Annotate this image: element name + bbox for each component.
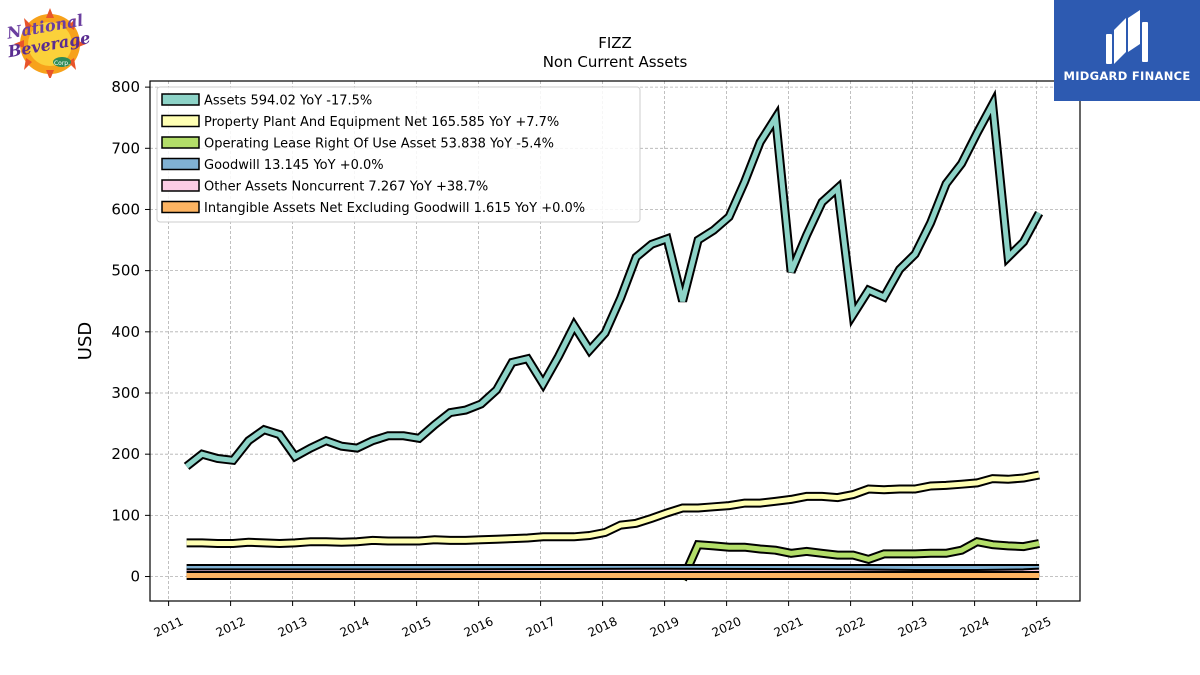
x-tick-label: 2016 xyxy=(462,614,496,640)
national-beverage-logo: National Beverage Corp. xyxy=(4,6,92,80)
legend-entry[interactable]: Other Assets Noncurrent 7.267 YoY +38.7% xyxy=(204,180,488,195)
y-tick-label: 400 xyxy=(111,323,140,341)
assets-line xyxy=(185,95,1042,469)
plot-series xyxy=(183,89,1044,582)
x-tick-label: 2024 xyxy=(958,614,992,640)
legend-entry[interactable]: Operating Lease Right Of Use Asset 53.83… xyxy=(204,137,554,152)
property-plant-and-equipment-net-line xyxy=(186,472,1040,547)
midgard-mark-icon xyxy=(1106,10,1148,64)
legend[interactable]: Assets 594.02 YoY -17.5% Property Plant A… xyxy=(156,86,641,223)
y-tick-label: 700 xyxy=(111,139,140,157)
legend-entry[interactable]: Intangible Assets Net Excluding Goodwill… xyxy=(204,201,585,216)
x-tick-label: 2014 xyxy=(338,614,372,640)
midgard-finance-logo: MIDGARD FINANCE xyxy=(1054,0,1200,101)
chart-subtitle: Non Current Assets xyxy=(543,53,688,71)
legend-swatch xyxy=(161,136,200,149)
y-axis-label: USD xyxy=(75,322,96,360)
y-tick-label: 500 xyxy=(111,262,140,280)
legend-entry[interactable]: Goodwill 13.145 YoY +0.0% xyxy=(204,158,384,173)
x-tick-label: 2025 xyxy=(1020,614,1054,640)
legend-entry[interactable]: Property Plant And Equipment Net 165.585… xyxy=(204,115,559,130)
plot-frame xyxy=(149,80,1081,602)
x-tick-label: 2022 xyxy=(834,614,868,640)
x-tick-label: 2011 xyxy=(152,614,186,640)
x-axis-ticks: 2011 2012 2013 2014 2015 2016 2017 2018 2019 2020… xyxy=(152,601,1054,640)
x-tick-label: 2012 xyxy=(214,614,248,640)
property-plant-and-equipment-net-line-outline xyxy=(186,470,1040,549)
y-tick-label: 800 xyxy=(111,78,140,96)
midgard-brand-name: MIDGARD FINANCE xyxy=(1063,69,1191,83)
x-tick-label: 2020 xyxy=(710,614,744,640)
x-tick-label: 2018 xyxy=(586,614,620,640)
svg-text:Corp.: Corp. xyxy=(54,60,70,67)
y-tick-label: 100 xyxy=(111,506,140,524)
legend-swatch xyxy=(161,114,200,128)
legend-swatch xyxy=(161,179,200,192)
operating-lease-right-of-use-asset-line xyxy=(680,539,1040,581)
chart-title: FIZZ xyxy=(598,34,632,52)
y-tick-label: 0 xyxy=(130,568,140,586)
x-tick-label: 2021 xyxy=(772,614,806,640)
legend-box xyxy=(156,86,641,223)
x-tick-label: 2017 xyxy=(524,614,558,640)
x-tick-label: 2013 xyxy=(276,614,310,640)
x-tick-label: 2019 xyxy=(648,614,682,640)
legend-swatch xyxy=(161,200,200,214)
y-tick-label: 200 xyxy=(111,445,140,463)
y-tick-label: 300 xyxy=(111,384,140,402)
x-tick-label: 2015 xyxy=(400,614,434,640)
x-tick-label: 2023 xyxy=(896,614,930,640)
legend-swatch xyxy=(161,157,200,171)
legend-entry[interactable]: Assets 594.02 YoY -17.5% xyxy=(204,94,372,109)
y-tick-label: 600 xyxy=(111,200,140,218)
y-axis-ticks: 0 100 200 300 400 500 600 700 800 xyxy=(111,78,150,586)
legend-swatch xyxy=(161,93,200,106)
